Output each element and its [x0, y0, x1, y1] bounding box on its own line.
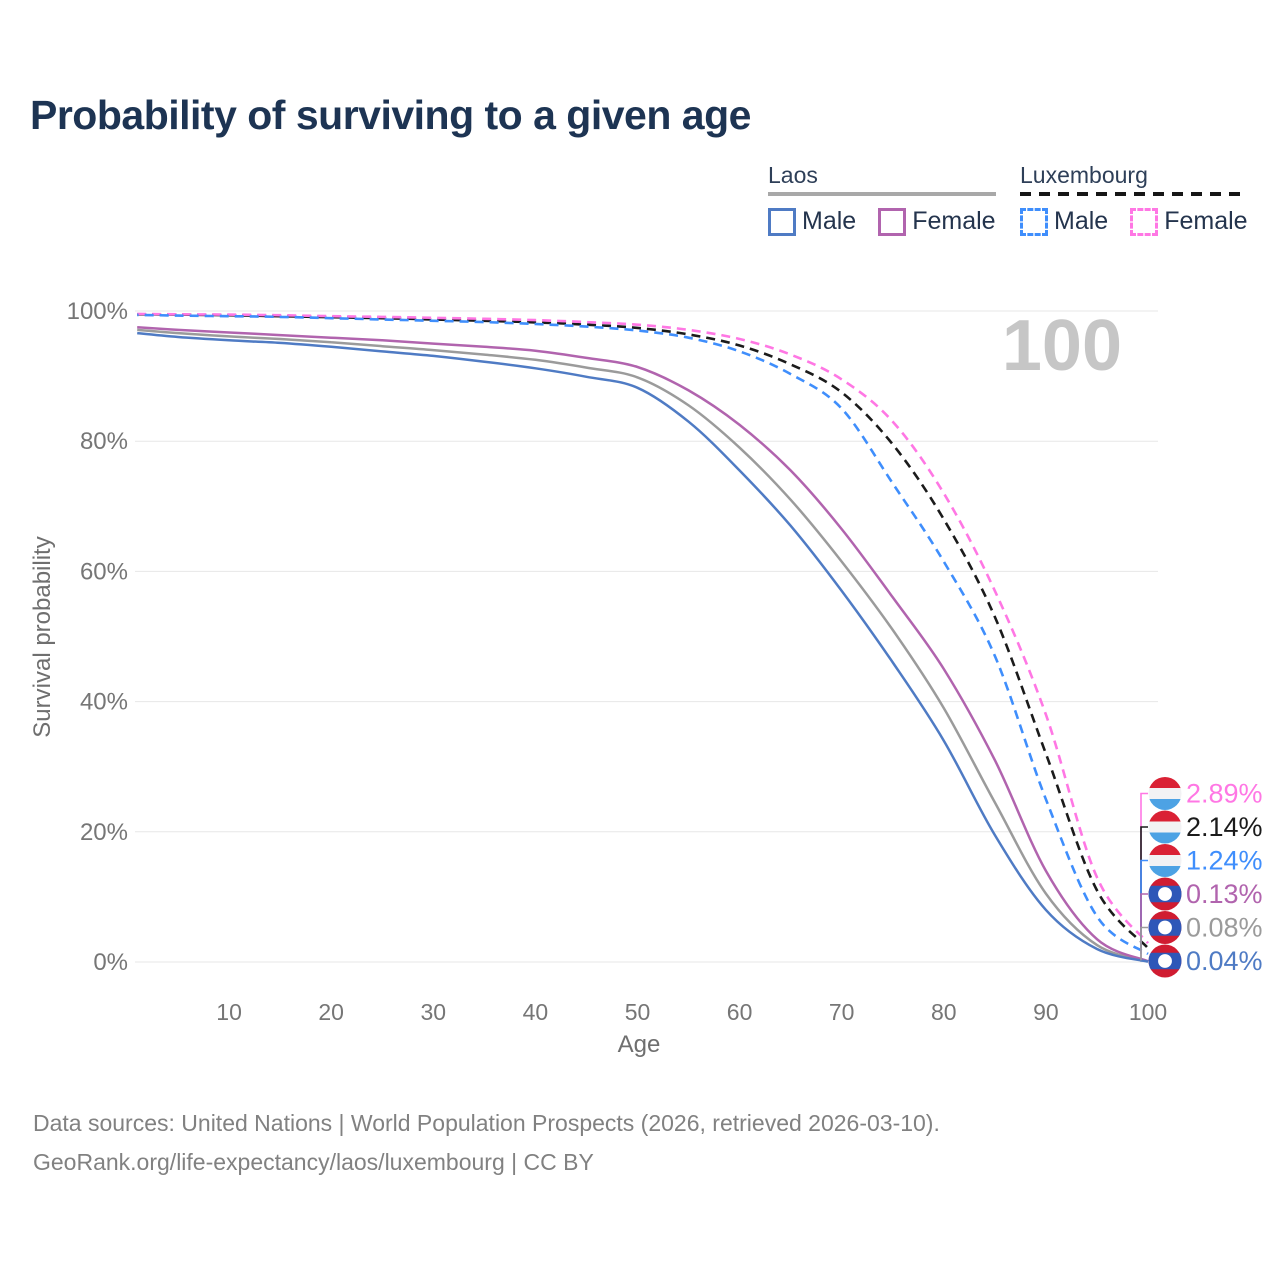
x-tick-label: 70 — [829, 999, 855, 1025]
data-source-note: Data sources: United Nations | World Pop… — [33, 1110, 940, 1136]
endpoint-value-label: 2.89% — [1186, 779, 1263, 809]
endpoint-connector — [1140, 960, 1148, 962]
legend-item-laos-female[interactable]: Female — [878, 207, 996, 236]
luxembourg-male-swatch-icon — [1020, 207, 1048, 236]
x-tick-label: 10 — [216, 999, 242, 1025]
y-tick-label: 20% — [80, 819, 128, 846]
endpoint-value-label: 1.24% — [1186, 846, 1263, 876]
legend-group-luxembourg: Luxembourg Male Female — [1020, 162, 1248, 236]
y-tick-label: 60% — [80, 558, 128, 585]
survival-curve-lux-female[interactable] — [137, 312, 1150, 945]
legend-item-luxembourg-female[interactable]: Female — [1130, 207, 1248, 236]
survival-curve-laos-male[interactable] — [137, 331, 1149, 963]
luxembourg-flag-icon — [1148, 810, 1182, 844]
legend-item-label: Female — [912, 207, 996, 235]
x-tick-label: 20 — [318, 999, 344, 1025]
endpoint-connector — [1140, 792, 1148, 944]
laos-flag-icon — [1148, 877, 1182, 911]
legend-item-luxembourg-male[interactable]: Male — [1020, 207, 1108, 236]
legend-item-label: Male — [1054, 207, 1109, 235]
legend-group-laos: Laos Male Female — [768, 162, 996, 236]
y-axis-title: Survival probability — [29, 536, 56, 737]
legend-item-label: Female — [1164, 207, 1248, 235]
endpoint-connector — [1140, 859, 1148, 954]
endpoint-value-label: 0.13% — [1186, 879, 1263, 909]
endpoint-connector — [1140, 926, 1148, 962]
survival-curve-lux-total[interactable] — [137, 313, 1149, 949]
y-tick-label: 80% — [80, 428, 128, 455]
x-tick-label: 100 — [1129, 999, 1167, 1025]
luxembourg-line-style-swatch — [1020, 192, 1248, 196]
y-tick-label: 100% — [67, 298, 128, 325]
legend-item-label: Male — [802, 207, 857, 235]
laos-line-style-swatch — [768, 192, 996, 196]
footer: Data sources: United Nations | World Pop… — [33, 1104, 940, 1182]
x-tick-label: 30 — [421, 999, 447, 1025]
y-tick-label: 40% — [80, 689, 128, 716]
endpoint-value-label: 0.08% — [1186, 913, 1263, 943]
x-tick-label: 50 — [625, 999, 651, 1025]
legend-group-luxembourg-title: Luxembourg — [1020, 162, 1148, 188]
laos-male-swatch-icon — [768, 207, 796, 236]
x-tick-label: 90 — [1033, 999, 1059, 1025]
survival-curve-laos-total[interactable] — [137, 328, 1149, 963]
endpoint-connector — [1140, 826, 1148, 949]
x-tick-label: 40 — [523, 999, 549, 1025]
legend-group-laos-title: Laos — [768, 162, 818, 188]
laos-flag-icon — [1148, 911, 1182, 944]
luxembourg-female-swatch-icon — [1130, 207, 1159, 236]
luxembourg-flag-icon — [1148, 777, 1182, 810]
survival-curve-lux-male[interactable] — [137, 313, 1149, 955]
endpoint-value-label: 0.04% — [1186, 946, 1263, 976]
hover-age-watermark: 100 — [1002, 306, 1122, 386]
luxembourg-flag-icon — [1148, 844, 1182, 877]
endpoint-value-label: 2.14% — [1186, 812, 1263, 842]
survival-curve-laos-female[interactable] — [137, 326, 1149, 963]
x-axis-title: Age — [618, 1031, 661, 1058]
attribution-note: GeoRank.org/life-expectancy/laos/luxembo… — [33, 1149, 594, 1175]
y-tick-label: 0% — [93, 949, 128, 976]
page-title: Probability of surviving to a given age — [30, 92, 751, 138]
x-tick-label: 60 — [727, 999, 753, 1025]
laos-flag-icon — [1148, 944, 1182, 978]
x-tick-label: 80 — [931, 999, 957, 1025]
laos-female-swatch-icon — [878, 207, 907, 236]
legend-item-laos-male[interactable]: Male — [768, 207, 856, 236]
